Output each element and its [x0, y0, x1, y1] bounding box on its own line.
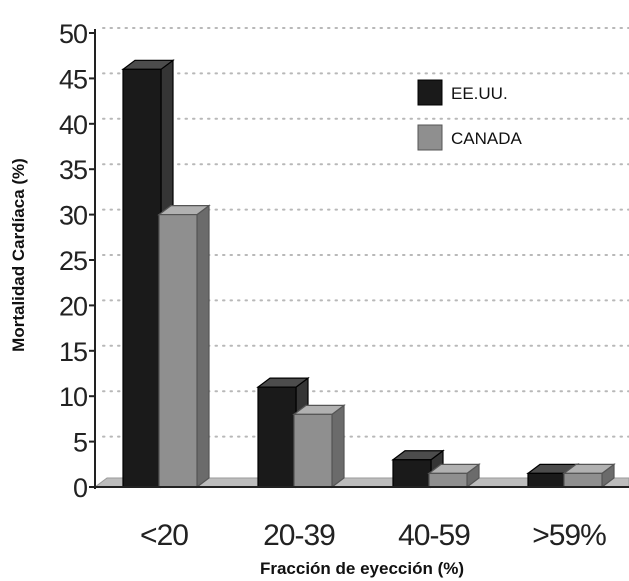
- y-tick-label: 45: [59, 64, 87, 94]
- legend-label-2: CANADA: [451, 129, 523, 148]
- x-tick-label: 40-59: [398, 519, 470, 552]
- bar-canada-1: [157, 204, 211, 489]
- y-tick-label: 20: [59, 291, 87, 321]
- x-tick-label: <20: [140, 519, 188, 552]
- y-tick-label: 5: [73, 428, 87, 458]
- legend-label-1: EE.UU.: [451, 84, 508, 103]
- bar-ee-uu--1: [121, 59, 175, 489]
- legend: EE.UU. CANADA: [417, 79, 523, 151]
- bar-canada-4: [562, 463, 616, 489]
- x-tick-label: 20-39: [263, 519, 335, 552]
- bars: [121, 59, 616, 489]
- y-tick-label: 50: [59, 19, 87, 49]
- x-axis: <20 20-39 40-59 >59%: [89, 486, 629, 552]
- x-axis-title: Fracción de eyección (%): [260, 559, 464, 578]
- gridlines: [102, 27, 629, 438]
- y-tick-label: 0: [73, 473, 87, 503]
- y-tick-label: 10: [59, 382, 87, 412]
- y-tick-label: 15: [59, 337, 87, 367]
- y-tick-label: 25: [59, 246, 87, 276]
- x-tick-label: >59%: [532, 519, 606, 552]
- bar-canada-2: [292, 404, 346, 489]
- y-tick-label: 40: [59, 110, 87, 140]
- y-axis-title: Mortalidad Cardíaca (%): [9, 158, 28, 352]
- y-tick-label: 30: [59, 201, 87, 231]
- legend-swatch-2: [417, 124, 443, 151]
- legend-swatch-1: [417, 79, 443, 106]
- bar-canada-3: [427, 463, 481, 489]
- y-tick-label: 35: [59, 155, 87, 185]
- y-axis: 0 5 10 15 20 25 30 35 40 45 50: [59, 19, 96, 503]
